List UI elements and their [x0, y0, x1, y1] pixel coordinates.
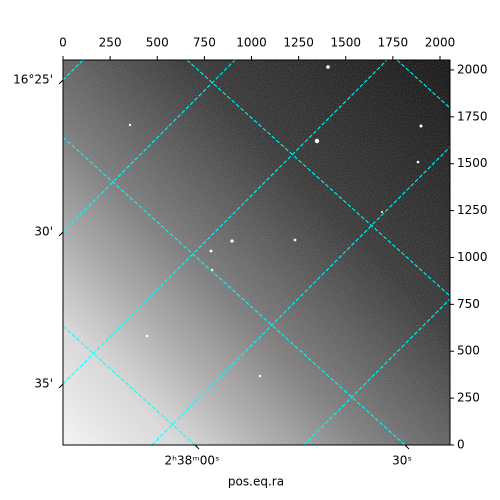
y-tick-label: 500 [457, 344, 480, 358]
frame [62, 59, 451, 446]
image [63, 60, 450, 445]
wcs-grid-line [63, 60, 388, 385]
x-tick-label: 1500 [330, 36, 361, 50]
wcs-grid-line [63, 136, 406, 445]
x-tick-label: 500 [146, 36, 169, 50]
wcs-grid-line [63, 60, 236, 233]
y-tick-label: 0 [457, 438, 465, 452]
x-tick-label: 1000 [236, 36, 267, 50]
y-tick-label: 1250 [457, 203, 488, 217]
wcs-grid-line [63, 60, 84, 81]
x-tick-label: 1750 [378, 36, 409, 50]
y-tick-label: 750 [457, 297, 480, 311]
x-tick-label: 1250 [283, 36, 314, 50]
wcs-y-tick [58, 231, 64, 237]
x-tick-label: 2000 [425, 36, 456, 50]
y-tick-label: 1750 [457, 109, 488, 123]
y-tick-label: 250 [457, 391, 480, 405]
wcs-x-tick [194, 444, 200, 450]
x-tick-label: 750 [193, 36, 216, 50]
wcs-y-tick-label: 30' [34, 225, 53, 239]
x-axis-label: pos.eq.ra [228, 475, 284, 489]
wcs-grid [63, 60, 406, 445]
wcs-x-tick [404, 444, 410, 450]
y-tick-label: 2000 [457, 62, 488, 76]
wcs-grid-line [63, 325, 196, 445]
x-tick-label: 0 [59, 36, 67, 50]
wcs-x-tick-label: 2ʰ38ᵐ00ˢ [165, 454, 220, 468]
wcs-y-tick-label: 35' [34, 377, 53, 391]
wcs-y-tick [58, 79, 64, 85]
wcs-x-tick-label: 30ˢ [392, 454, 412, 468]
wcs-grid-extra [151, 60, 450, 445]
y-tick-label: 1000 [457, 250, 488, 264]
y-tick-label: 1500 [457, 156, 488, 170]
x-tick-label: 250 [99, 36, 122, 50]
wcs-y-tick-label: 16°25' [13, 73, 53, 87]
wcs-y-tick [58, 383, 64, 389]
